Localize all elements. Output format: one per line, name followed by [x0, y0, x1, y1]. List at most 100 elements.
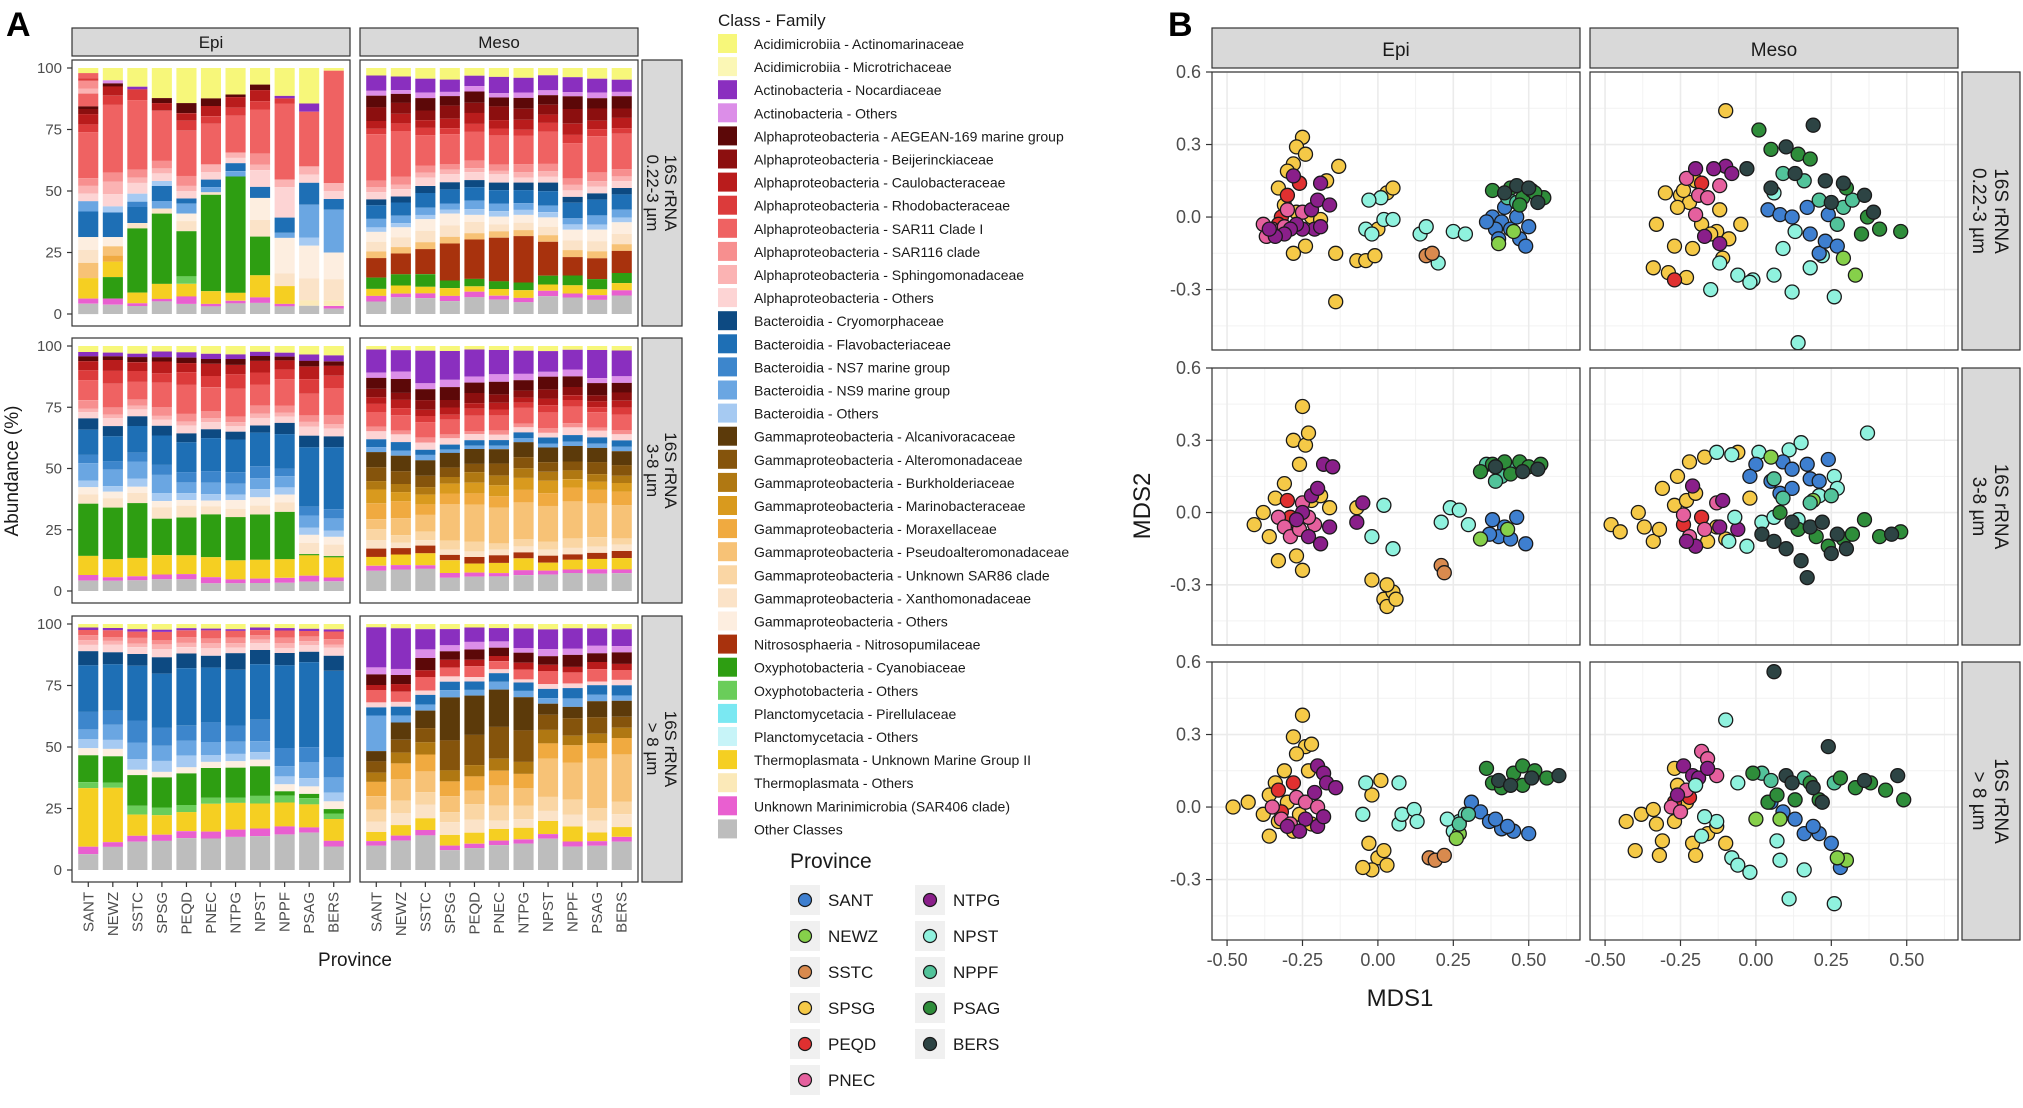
- bar-segment: [127, 303, 148, 306]
- bar-segment: [250, 384, 271, 406]
- strip-a-row-text: 3-8 µm: [643, 444, 662, 497]
- bar-segment: [151, 574, 172, 580]
- scatter-point: [1361, 192, 1377, 208]
- bar-segment: [415, 389, 436, 401]
- bar-segment: [611, 505, 632, 539]
- bar-segment: [323, 577, 344, 582]
- legend-point: [922, 1000, 938, 1016]
- bar-segment: [200, 411, 221, 418]
- scatter-point: [1657, 185, 1674, 201]
- bar-segment: [464, 209, 485, 215]
- bar-segment: [323, 509, 344, 519]
- bar-segment: [587, 653, 608, 662]
- bar-segment: [299, 543, 320, 554]
- bar-segment: [464, 848, 485, 870]
- bar-segment: [299, 778, 320, 787]
- bar-segment: [513, 92, 534, 98]
- scatter-point: [1367, 248, 1383, 264]
- bar-segment: [200, 116, 221, 124]
- bar-segment: [176, 221, 197, 232]
- bar-segment: [78, 185, 99, 194]
- scatter-point: [1696, 809, 1713, 825]
- scatter-point: [1276, 763, 1293, 779]
- bar-segment: [587, 569, 608, 574]
- bar-segment: [176, 296, 197, 304]
- bar-segment: [390, 840, 411, 870]
- scatter-point: [1291, 456, 1308, 472]
- scatter-point: [1856, 512, 1873, 528]
- bar-segment: [513, 690, 534, 698]
- bar-segment: [390, 399, 411, 409]
- bar-segment: [78, 78, 99, 81]
- bar-segment: [562, 109, 583, 124]
- bar-segment: [323, 631, 344, 640]
- bar-segment: [538, 226, 559, 236]
- bar-segment: [176, 363, 197, 373]
- bar-segment: [127, 89, 148, 101]
- bar-segment: [78, 400, 99, 409]
- scatter-point: [1484, 512, 1501, 528]
- bar-segment: [127, 637, 148, 644]
- bar-segment: [538, 296, 559, 314]
- bar-segment: [439, 243, 460, 281]
- bar-segment: [366, 134, 387, 181]
- bar-segment: [176, 624, 197, 629]
- bar-segment: [415, 242, 436, 250]
- bar-segment: [78, 418, 99, 430]
- scatter-point: [1712, 177, 1728, 194]
- bar-segment: [200, 494, 221, 501]
- scatter-point: [1730, 267, 1746, 283]
- bar-segment: [611, 108, 632, 118]
- y-tick-label: 0.3: [1176, 725, 1201, 745]
- bar-segment: [151, 840, 172, 870]
- y-tick-label: -0.3: [1170, 280, 1201, 300]
- bar-segment: [78, 748, 99, 756]
- y-tick-label: 0.6: [1176, 62, 1201, 82]
- bar-segment: [225, 647, 246, 654]
- bar-segment: [390, 455, 411, 472]
- panel-b-frame: [1211, 71, 1581, 351]
- bar-segment: [587, 546, 608, 553]
- bar-segment: [538, 405, 559, 413]
- bar-segment: [587, 669, 608, 682]
- scatter-point: [1358, 775, 1374, 791]
- bar-segment: [176, 805, 197, 813]
- bar-segment: [102, 418, 123, 427]
- bar-segment: [415, 249, 436, 275]
- panel-letter-b: B: [1168, 6, 1193, 44]
- bar-segment: [151, 657, 172, 674]
- bar-segment: [611, 801, 632, 815]
- bar-segment: [151, 415, 172, 420]
- bar-segment: [366, 627, 387, 668]
- scatter-point: [1270, 553, 1287, 569]
- scatter-point: [1687, 847, 1704, 864]
- scatter-point: [1796, 862, 1812, 878]
- strip-b-row-text: 3-8 µm: [1968, 477, 1989, 537]
- bar-segment: [488, 106, 509, 121]
- bar-segment: [488, 76, 509, 94]
- bar-segment: [415, 649, 436, 658]
- x-tick-label: BERS: [326, 892, 343, 933]
- bar-segment: [366, 519, 387, 530]
- bar-segment: [151, 777, 172, 808]
- bar-segment: [176, 231, 197, 277]
- bar-segment: [366, 349, 387, 373]
- bar-segment: [78, 755, 99, 782]
- scatter-point: [1856, 772, 1873, 789]
- bar-segment: [323, 424, 344, 429]
- bar-segment: [176, 384, 197, 414]
- bar-segment: [225, 107, 246, 116]
- bar-segment: [225, 472, 246, 484]
- bar-segment: [439, 770, 460, 782]
- legend-label: PSAG: [953, 999, 1000, 1018]
- scatter-point: [1328, 294, 1344, 310]
- bar-segment: [390, 176, 411, 185]
- legend-swatch: [718, 519, 737, 539]
- scatter-point: [1805, 780, 1821, 796]
- bar-segment: [513, 489, 534, 503]
- bar-segment: [611, 133, 632, 170]
- bar-segment: [439, 629, 460, 646]
- scatter-point: [1784, 480, 1800, 497]
- legend-label: Thermoplasmata - Unknown Marine Group II: [754, 752, 1031, 768]
- bar-segment: [366, 107, 387, 121]
